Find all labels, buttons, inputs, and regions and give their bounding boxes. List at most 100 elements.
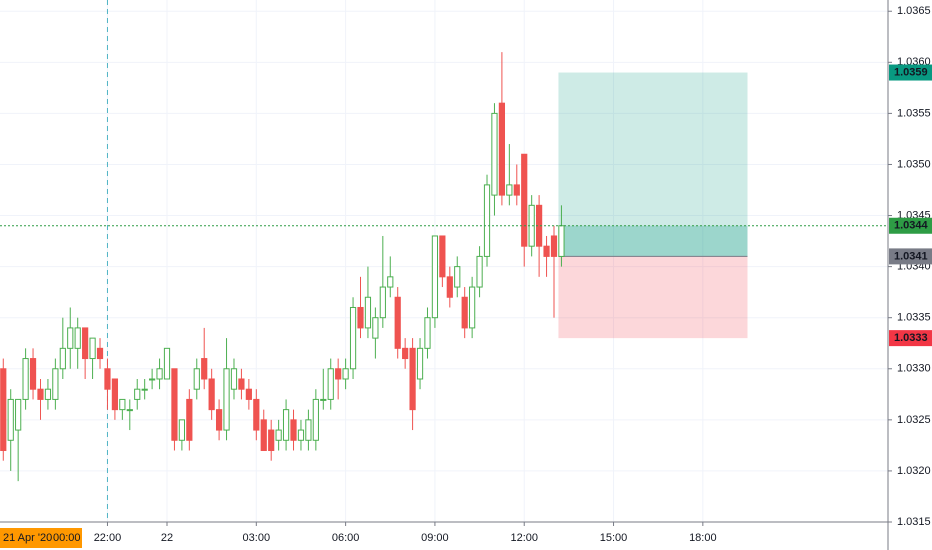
- candle: [29, 348, 37, 400]
- candle-body: [521, 153, 528, 247]
- candle: [141, 378, 148, 400]
- candle-body: [111, 378, 119, 411]
- candle-body: [424, 317, 431, 349]
- candle-body: [201, 358, 208, 380]
- candle-body: [364, 296, 372, 329]
- candle: [342, 358, 349, 390]
- candle: [15, 398, 22, 482]
- x-tick-label: 22: [161, 532, 173, 544]
- open-profit: [558, 225, 748, 257]
- candle-body: [543, 245, 550, 257]
- candle-body: [454, 266, 461, 288]
- candle: [335, 358, 342, 400]
- candle-body: [431, 235, 439, 319]
- candle-body: [96, 347, 104, 360]
- x-tick-label: 22:00: [94, 532, 122, 544]
- candle: [320, 368, 327, 410]
- candle: [327, 358, 334, 410]
- candle-body: [37, 388, 44, 400]
- candle-body: [89, 337, 96, 360]
- candle: [454, 256, 461, 298]
- candle: [59, 317, 66, 379]
- candle-body: [461, 296, 468, 329]
- x-tick-label: 12:00: [510, 532, 538, 544]
- candle-body: [327, 368, 334, 400]
- candle-body: [394, 296, 401, 349]
- candle-body: [335, 368, 342, 380]
- candle: [7, 389, 14, 471]
- candle: [282, 399, 290, 451]
- candle: [275, 419, 282, 451]
- candle-body: [44, 388, 52, 400]
- candle-body: [513, 184, 520, 196]
- candle: [394, 287, 401, 359]
- candle: [402, 338, 409, 369]
- candle: [506, 144, 513, 206]
- candle-body: [476, 255, 483, 288]
- candle: [22, 348, 29, 410]
- candle: [223, 338, 230, 441]
- candle-body: [305, 419, 312, 441]
- x-tick-label: 09:00: [421, 532, 449, 544]
- candle-body: [491, 112, 498, 196]
- candle-body: [268, 429, 275, 451]
- crosshair-date: 21 Apr '20: [3, 532, 52, 544]
- candle: [156, 358, 163, 390]
- candle: [521, 153, 528, 267]
- candle: [245, 378, 252, 410]
- candle: [215, 399, 223, 441]
- y-tick-label: 1.0350: [897, 158, 931, 170]
- candle: [491, 103, 498, 216]
- candle: [104, 358, 111, 410]
- candle: [0, 358, 7, 461]
- candle-body: [558, 225, 565, 257]
- candle: [483, 174, 491, 267]
- candle-body: [215, 409, 223, 431]
- candle-body: [387, 276, 394, 288]
- y-tick-label: 1.0320: [897, 465, 931, 477]
- candle-body: [253, 398, 260, 431]
- candle-body: [223, 368, 230, 431]
- candle: [171, 368, 178, 451]
- candle: [543, 235, 550, 277]
- candle: [96, 338, 104, 369]
- candle-body: [357, 306, 364, 329]
- candle: [37, 378, 44, 420]
- candle-body: [156, 368, 163, 380]
- candle: [193, 358, 200, 400]
- candle-body: [275, 429, 282, 441]
- candle: [67, 307, 74, 369]
- candle-body: [134, 388, 141, 400]
- candle-body: [22, 358, 29, 400]
- candle: [461, 287, 468, 339]
- candle-body: [15, 398, 22, 431]
- candle-body: [178, 419, 185, 441]
- candle: [424, 307, 431, 359]
- loss-zone: [558, 256, 748, 339]
- candle: [149, 368, 156, 390]
- candle: [364, 266, 372, 339]
- y-tick-label: 1.0315: [897, 516, 931, 528]
- candle-body: [297, 429, 305, 441]
- price-label-bg: [889, 64, 932, 81]
- price-label-bg: [889, 330, 932, 347]
- candle: [476, 246, 483, 298]
- candle: [290, 409, 297, 451]
- x-tick-label: 15:00: [600, 532, 628, 544]
- candle-body: [409, 347, 416, 411]
- candle: [416, 338, 424, 390]
- candle-body: [312, 398, 319, 441]
- candle-body: [126, 409, 133, 412]
- candle: [89, 337, 96, 379]
- candle: [186, 389, 193, 451]
- candle: [253, 389, 260, 441]
- candle-body: [349, 306, 357, 370]
- candle-body: [260, 419, 267, 451]
- y-tick-label: 1.0355: [897, 107, 931, 119]
- candle-body: [119, 398, 126, 411]
- y-tick-label: 1.0325: [897, 414, 931, 426]
- candle: [230, 358, 238, 400]
- candle: [469, 276, 476, 339]
- candle-body: [52, 368, 59, 400]
